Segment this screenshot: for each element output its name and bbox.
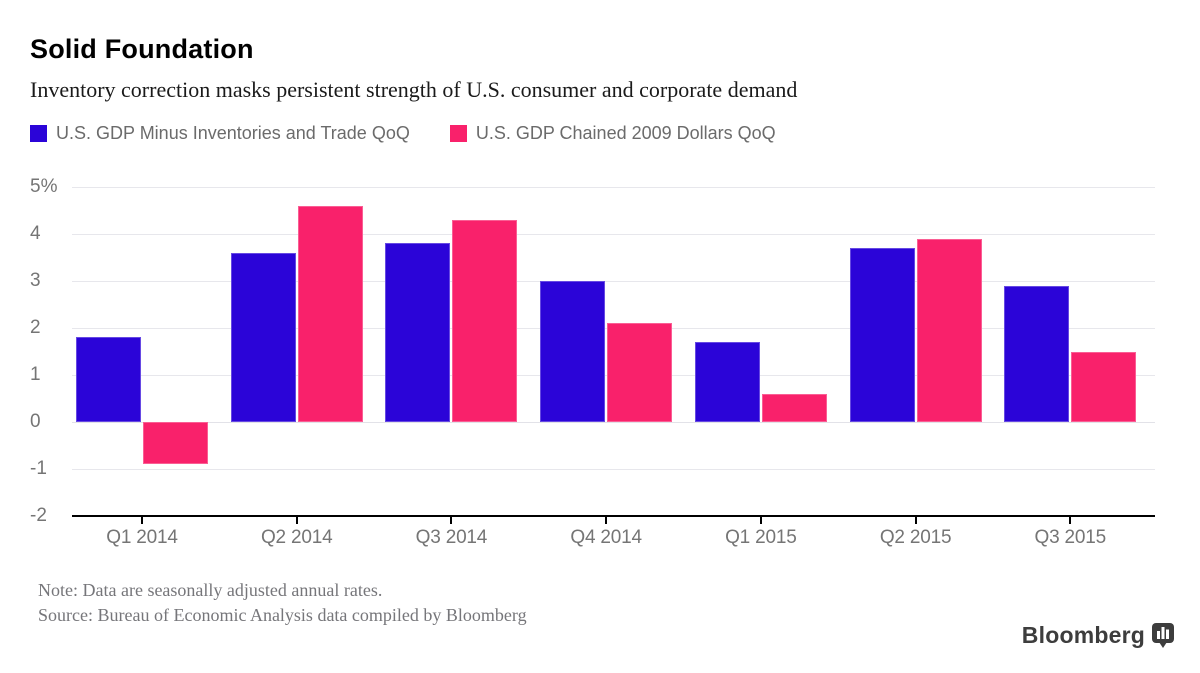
bar-blue-q4-2014 <box>540 281 606 422</box>
bar-pink-q4-2014 <box>607 323 673 422</box>
bar-pink-q3-2015 <box>1071 351 1137 422</box>
y-axis-tick-label: 1 <box>30 364 41 385</box>
bloomberg-branding: Bloomberg <box>1022 622 1174 649</box>
y-axis-tick-label: 2 <box>30 317 41 338</box>
legend-label: U.S. GDP Chained 2009 Dollars QoQ <box>475 122 776 143</box>
bar-pink-q1-2015 <box>761 393 827 422</box>
y-axis-tick-label: 4 <box>30 223 41 244</box>
y-axis-tick-label: 0 <box>30 411 41 432</box>
x-axis-tick <box>141 517 143 524</box>
bar-blue-q1-2014 <box>76 337 141 422</box>
bar-blue-q1-2015 <box>694 342 760 422</box>
bar-pink-q2-2014 <box>297 205 363 422</box>
x-axis-tick <box>450 517 453 524</box>
bar-blue-q3-2014 <box>385 243 451 422</box>
x-axis-tick <box>295 517 298 524</box>
bloomberg-wordmark: Bloomberg <box>1021 622 1145 648</box>
bar-blue-q2-2014 <box>230 252 296 422</box>
chart-title: Solid Foundation <box>30 34 254 64</box>
x-axis-tick <box>759 517 762 524</box>
y-axis-tick-label: -1 <box>30 458 47 479</box>
x-axis-category-label: Q1 2015 <box>725 527 797 548</box>
x-axis-category-label: Q2 2015 <box>879 527 952 548</box>
x-axis-tick <box>914 517 917 524</box>
legend-item-gdp-chained: U.S. GDP Chained 2009 Dollars QoQ <box>449 122 776 144</box>
y-axis-tick-label: 5% <box>30 176 58 197</box>
chart-subtitle: Inventory correction masks persistent st… <box>30 77 798 102</box>
x-axis-tick <box>1069 517 1072 524</box>
x-axis-line <box>72 515 1155 517</box>
legend-swatch-blue-icon <box>30 124 47 142</box>
legend: U.S. GDP Minus Inventories and Trade QoQ… <box>30 123 776 143</box>
x-axis-category-label: Q3 2015 <box>1034 527 1107 548</box>
chart-note: Note: Data are seasonally adjusted annua… <box>38 580 383 600</box>
gridline-y-4 <box>72 233 1155 235</box>
gridline-y-5 <box>72 186 1155 188</box>
x-axis-category-label: Q2 2014 <box>260 527 333 548</box>
legend-item-gdp-minus-inventories: U.S. GDP Minus Inventories and Trade QoQ <box>30 123 410 144</box>
chart-source: Source: Bureau of Economic Analysis data… <box>38 605 527 625</box>
gridline-y-3 <box>72 280 1155 282</box>
bar-blue-q3-2015 <box>1004 285 1070 422</box>
bar-chart-bubble-icon <box>1152 622 1174 648</box>
legend-swatch-pink-icon <box>449 124 467 142</box>
x-axis-tick <box>605 517 608 524</box>
bar-pink-q1-2014 <box>143 422 208 465</box>
y-axis-tick-label: -2 <box>30 505 47 526</box>
gridline-y-0 <box>72 421 1155 423</box>
bar-blue-q2-2015 <box>849 248 915 422</box>
bar-pink-q3-2014 <box>452 219 518 422</box>
legend-label: U.S. GDP Minus Inventories and Trade QoQ <box>56 122 410 143</box>
x-axis-category-label: Q4 2014 <box>570 527 642 548</box>
gridline-y--1 <box>72 468 1155 470</box>
bar-pink-q2-2015 <box>916 238 982 422</box>
x-axis-category-label: Q1 2014 <box>106 527 178 548</box>
y-axis-tick-label: 3 <box>30 270 41 291</box>
x-axis-category-label: Q3 2014 <box>415 527 488 548</box>
